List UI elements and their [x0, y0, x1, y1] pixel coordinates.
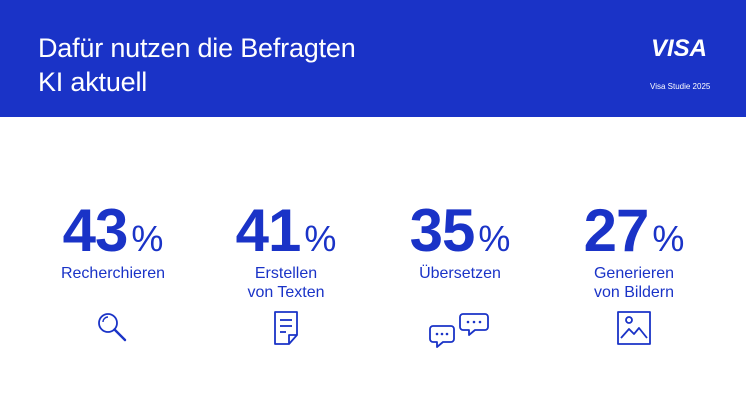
stat-value-row: 27%: [554, 200, 714, 262]
stat-value-row: 43%: [33, 200, 193, 262]
stat-unit: %: [478, 218, 511, 259]
stat-label-line-1: Recherchieren: [60, 265, 166, 282]
speech-bubbles-icon: [429, 312, 491, 352]
stat-label: Recherchieren: [33, 264, 193, 283]
stat-writing: 41% Erstellen von Texten: [206, 200, 366, 400]
stat-images: 27% Generieren von Bildern: [554, 200, 714, 400]
stat-value: 41: [235, 197, 302, 264]
header-banner: Dafür nutzen die Befragten KI aktuell VI…: [0, 0, 746, 117]
stat-unit: %: [304, 218, 337, 259]
stat-label: Übersetzen: [380, 264, 540, 283]
title-line-2: KI aktuell: [38, 67, 148, 97]
stat-translating: 35% Übersetzen: [380, 200, 540, 400]
stat-value-row: 35%: [380, 200, 540, 262]
stat-label-line-1: Generieren: [593, 265, 675, 282]
stat-value: 43: [62, 197, 129, 264]
stat-unit: %: [131, 218, 164, 259]
stat-research: 43% Recherchieren: [33, 200, 193, 400]
image-icon: [616, 310, 652, 346]
stat-value-row: 41%: [206, 200, 366, 262]
stat-label: Generieren von Bildern: [554, 264, 714, 302]
visa-logo: VISA: [651, 35, 708, 62]
stat-value: 27: [583, 197, 650, 264]
stat-label-line-2: von Bildern: [593, 284, 675, 301]
page-title: Dafür nutzen die Befragten KI aktuell: [38, 31, 356, 99]
stat-label-line-1: Übersetzen: [419, 265, 501, 282]
stat-label: Erstellen von Texten: [206, 264, 366, 302]
stat-label-line-2: von Texten: [247, 284, 325, 301]
stat-label-line-1: Erstellen: [254, 265, 318, 282]
stat-unit: %: [652, 218, 685, 259]
document-icon: [271, 310, 301, 346]
study-caption: Visa Studie 2025: [650, 82, 711, 91]
stat-value: 35: [409, 197, 476, 264]
magnifier-icon: [95, 310, 131, 346]
title-line-1: Dafür nutzen die Befragten: [38, 33, 356, 63]
